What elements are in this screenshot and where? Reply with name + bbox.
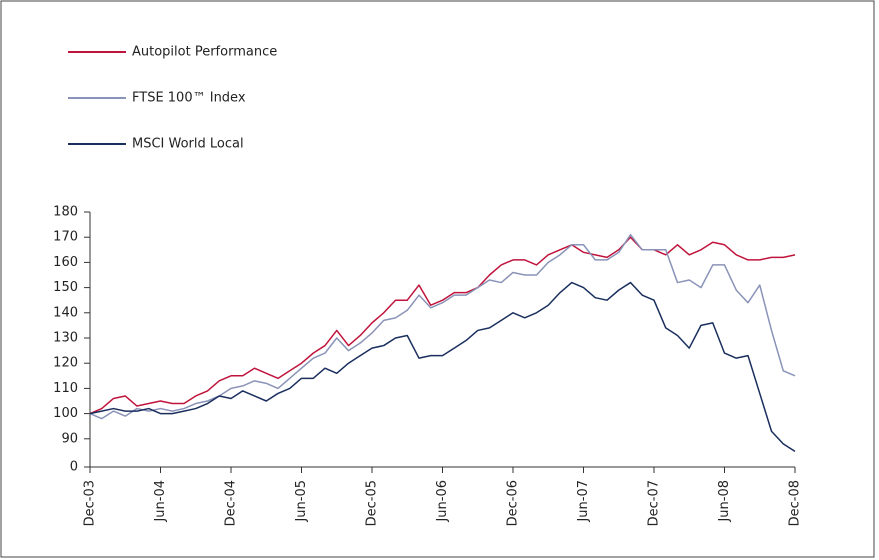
y-tick-label: 160 [53,255,78,270]
series-line [89,236,796,415]
y-tick-label: 100 [53,406,78,421]
y-tick-label: 90 [61,431,78,446]
x-tick-label: Jun-06 [435,480,450,523]
x-tick-label: Dec-03 [83,480,98,526]
y-tick-label: 120 [53,356,78,371]
x-tick-label: Jun-05 [294,480,309,523]
x-tick-label: Jun-08 [717,480,732,523]
x-tick-label: Dec-06 [506,480,521,526]
legend-label: FTSE 100™ Index [132,91,246,106]
legend-label: Autopilot Performance [132,45,277,60]
x-tick-label: Dec-05 [365,480,380,526]
y-tick-label: 110 [53,381,78,396]
x-tick-label: Dec-07 [647,480,662,526]
x-tick-label: Dec-08 [788,480,803,526]
y-tick-label: 140 [53,305,78,320]
y-tick-label: 150 [53,280,78,295]
legend-label: MSCI World Local [132,137,244,152]
y-tick-label: 170 [53,230,78,245]
y-tick-label: 180 [53,205,78,220]
series-line [89,281,796,453]
x-tick-label: Dec-04 [224,480,239,526]
x-tick-label: Jun-07 [576,480,591,523]
series-line [89,233,796,420]
y-tick-label: 130 [53,331,78,346]
y-tick-label: 0 [70,460,78,475]
x-tick-label: Jun-04 [153,480,168,523]
